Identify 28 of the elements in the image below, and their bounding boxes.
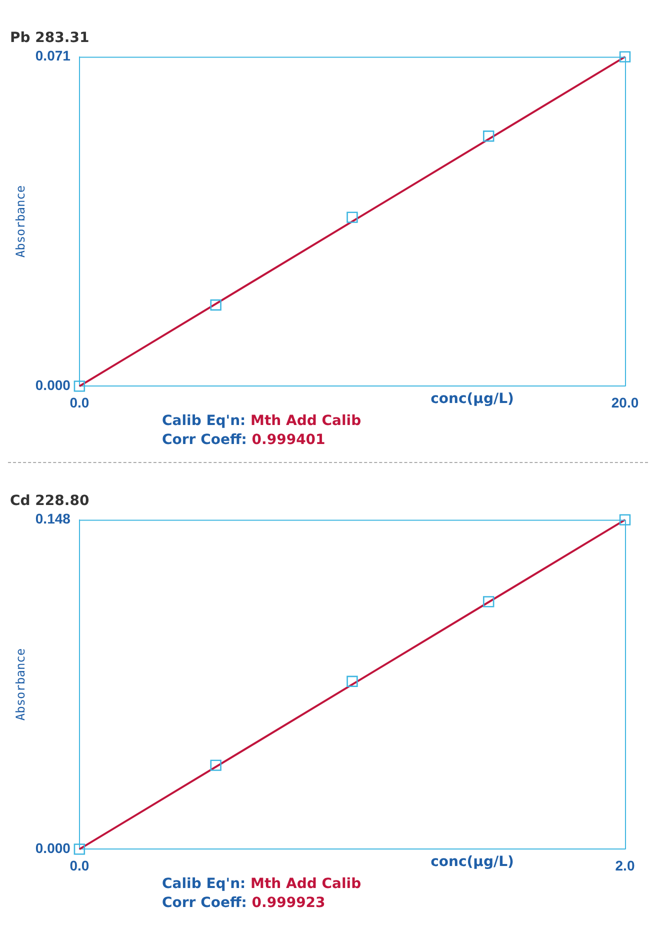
point [483,130,494,142]
point [74,844,86,855]
y-tick-label: 0.000 [35,377,71,394]
text: Corr Coeff: 0.999401 [162,431,326,450]
x-axis-title: conc(µg/L) [430,390,514,407]
y-tick-label: 0.000 [35,840,71,856]
chart-title: Pb 283.31 [10,30,90,46]
y-tick-label: 0.071 [35,48,71,64]
y-tick-label: 0.148 [35,510,71,527]
point [210,299,222,311]
point [619,51,631,62]
chart-title: Cd 228.80 [10,493,90,510]
point [210,760,222,771]
y-axis-title: Absorbance [13,185,28,258]
x-tick-label: 2.0 [615,857,635,874]
x-tick-label: 20.0 [611,394,639,410]
y-axis-title: Absorbance [13,648,28,721]
x-tick-label: 0.0 [70,857,90,874]
x-axis-title: conc(µg/L) [430,854,514,870]
point [74,380,86,392]
text: Calib Eq'n: Mth Add Calib [162,875,362,894]
point [619,514,631,526]
x-tick-label: 0.0 [70,394,90,410]
point [346,676,358,687]
point [483,596,494,608]
point [346,212,358,223]
text: Corr Coeff: 0.999923 [162,894,326,913]
text: Calib Eq'n: Mth Add Calib [162,412,362,431]
